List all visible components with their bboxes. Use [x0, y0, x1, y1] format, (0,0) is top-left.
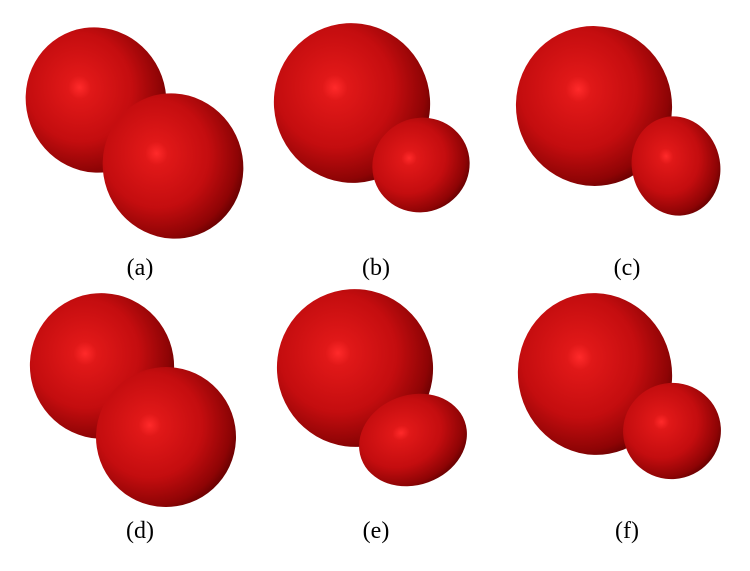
caption-c: (c): [613, 255, 641, 281]
orbital-lobe-lower: [96, 367, 236, 507]
orbital-lobe-lower: [102, 93, 244, 239]
orbital-lobe-lower: [359, 393, 467, 487]
orbital-panel-e: [276, 289, 467, 487]
orbital-panel-b: [273, 23, 470, 213]
caption-a: (a): [126, 255, 154, 281]
orbital-panel-a: [25, 27, 244, 239]
orbital-lobe-upper: [515, 26, 673, 186]
caption-e: (e): [362, 518, 390, 544]
orbital-panel-f: [517, 293, 721, 480]
caption-f: (f): [615, 518, 639, 544]
orbital-lobe-lower: [372, 117, 470, 213]
caption-d: (d): [126, 518, 154, 544]
orbital-lobe-lower: [623, 382, 721, 480]
orbital-panel-d: [29, 293, 236, 507]
caption-b: (b): [362, 255, 390, 281]
orbital-lobe-lower: [631, 116, 721, 216]
orbital-panel-c: [515, 26, 721, 216]
